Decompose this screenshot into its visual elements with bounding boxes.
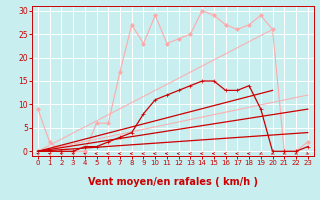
X-axis label: Vent moyen/en rafales ( km/h ): Vent moyen/en rafales ( km/h ) <box>88 177 258 187</box>
